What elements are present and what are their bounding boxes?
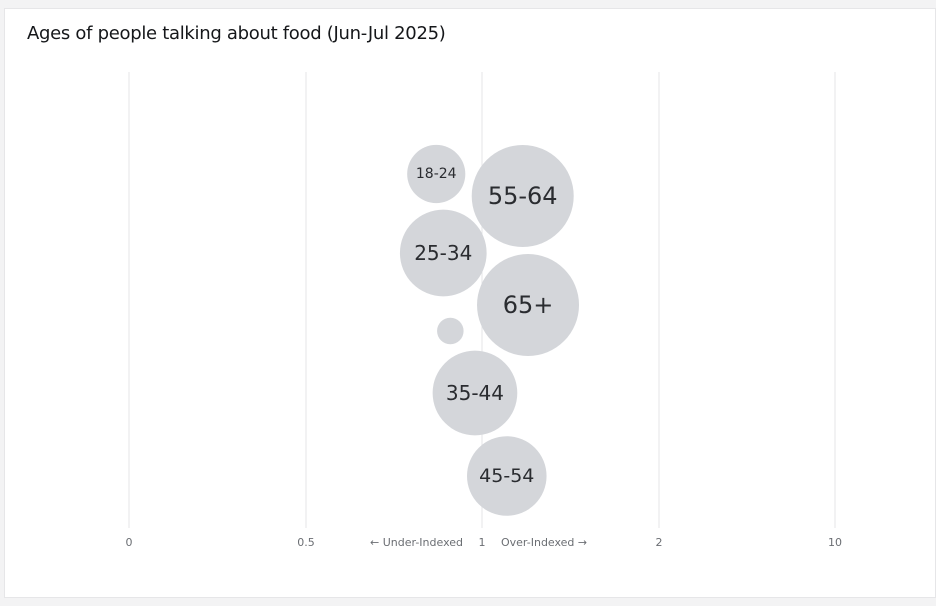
bubble[interactable]	[471, 145, 574, 247]
bubble-label: 25-34	[414, 241, 472, 265]
over-indexed-label: Over-Indexed →	[501, 536, 587, 549]
x-tick-label: 10	[828, 536, 842, 549]
bubble[interactable]	[407, 144, 466, 204]
x-tick-label: 0.5	[297, 536, 315, 549]
x-tick-label: 0	[126, 536, 133, 549]
bubble[interactable]	[399, 209, 487, 297]
bubble[interactable]	[432, 350, 518, 436]
bubble[interactable]	[437, 317, 464, 345]
bubble[interactable]	[477, 254, 580, 356]
chart-title: Ages of people talking about food (Jun-J…	[27, 23, 446, 44]
bubbles: 18-24 55-64 25-34 65+ 35-44 45-54	[399, 144, 580, 516]
under-indexed-label: ← Under-Indexed	[370, 536, 463, 549]
chart-card: Ages of people talking about food (Jun-J…	[4, 8, 936, 598]
bubble-label: 65+	[503, 291, 554, 319]
bubble-label: 45-54	[479, 465, 534, 487]
bubble-label: 55-64	[488, 182, 558, 210]
x-tick-label: 1	[479, 536, 486, 549]
x-axis-ticks: 0 0.5 1 2 10	[126, 536, 843, 549]
x-tick-label: 2	[656, 536, 663, 549]
bubble-label: 35-44	[446, 381, 504, 405]
bubble[interactable]	[467, 436, 547, 516]
bubble-label: 18-24	[416, 166, 457, 182]
